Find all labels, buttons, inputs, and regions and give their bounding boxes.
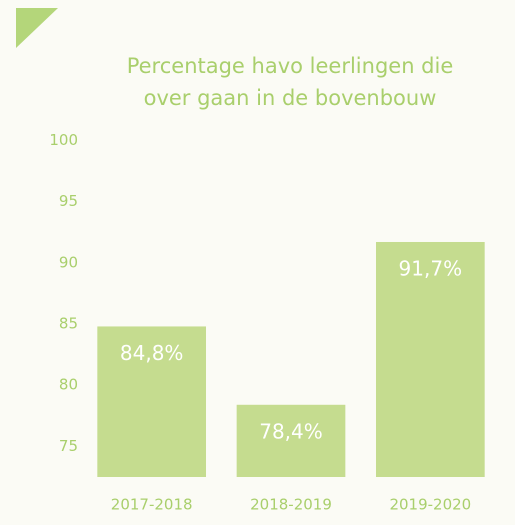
corner-fold xyxy=(16,8,58,48)
y-tick-label: 100 xyxy=(49,131,78,149)
bar xyxy=(236,404,346,477)
y-tick-label: 75 xyxy=(59,437,78,455)
value-label: 91,7% xyxy=(399,256,463,280)
bar xyxy=(375,241,485,477)
x-tick-label: 2018-2019 xyxy=(250,496,332,514)
y-tick-label: 85 xyxy=(59,315,78,333)
x-tick-label: 2017-2018 xyxy=(111,496,193,514)
bar xyxy=(97,326,207,477)
value-label: 84,8% xyxy=(120,341,184,365)
y-tick-label: 95 xyxy=(59,192,78,210)
value-label: 78,4% xyxy=(259,419,323,443)
x-tick-label: 2019-2020 xyxy=(389,496,471,514)
y-tick-label: 80 xyxy=(59,376,78,394)
y-tick-label: 90 xyxy=(59,253,78,271)
chart-title: Percentage havo leerlingen die over gaan… xyxy=(126,54,454,110)
